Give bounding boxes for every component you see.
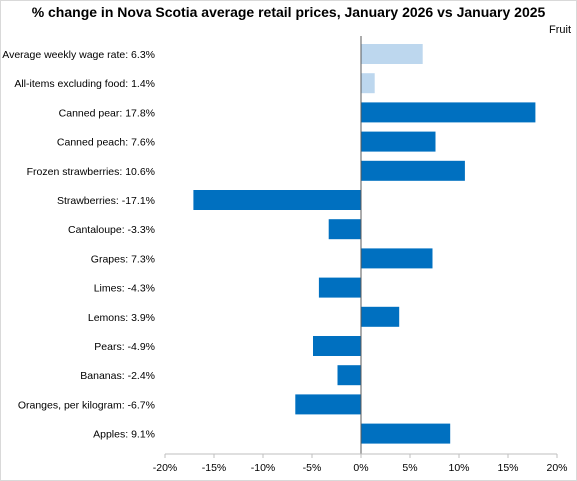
bar xyxy=(361,248,433,269)
x-tick-label: -10% xyxy=(251,462,276,474)
category-label: Bananas: -2.4% xyxy=(80,370,155,382)
x-tick-label: -15% xyxy=(202,462,227,474)
category-label: Average weekly wage rate: 6.3% xyxy=(2,49,155,61)
category-label: Strawberries: -17.1% xyxy=(57,195,155,207)
category-label: Canned pear: 17.8% xyxy=(59,107,155,119)
x-tick-label: 15% xyxy=(497,462,518,474)
bar xyxy=(328,219,361,240)
bar xyxy=(361,160,465,181)
bar xyxy=(295,394,361,415)
category-label: Lemons: 3.9% xyxy=(88,312,155,324)
category-label: Apples: 9.1% xyxy=(93,429,155,441)
bar xyxy=(361,131,436,152)
bar xyxy=(193,190,361,210)
bar xyxy=(313,336,361,356)
bar xyxy=(337,365,361,386)
bar xyxy=(361,423,451,444)
x-tick-label: 0% xyxy=(353,462,368,474)
bar xyxy=(361,102,536,123)
category-label: All-items excluding food: 1.4% xyxy=(14,78,155,90)
x-tick-label: -5% xyxy=(303,462,322,474)
category-label: Canned peach: 7.6% xyxy=(57,137,155,149)
category-label: Pears: -4.9% xyxy=(94,341,155,353)
bar xyxy=(361,44,423,64)
category-label: Limes: -4.3% xyxy=(94,283,155,295)
bar xyxy=(361,306,400,327)
category-label: Grapes: 7.3% xyxy=(91,253,155,265)
x-tick-label: 10% xyxy=(448,462,469,474)
x-tick-label: 5% xyxy=(402,462,417,474)
bar xyxy=(318,277,361,298)
x-tick-label: 20% xyxy=(546,462,567,474)
bar xyxy=(361,73,375,94)
chart-title: % change in Nova Scotia average retail p… xyxy=(31,4,546,20)
category-label: Oranges, per kilogram: -6.7% xyxy=(18,399,155,411)
bars-group xyxy=(193,44,536,444)
x-axis: -20% -15% -10% -5% 0% 5% 10% 15% 20% xyxy=(153,36,568,474)
x-tick-label: -20% xyxy=(153,462,178,474)
category-label: Frozen strawberries: 10.6% xyxy=(27,166,155,178)
category-label: Cantaloupe: -3.3% xyxy=(68,224,155,236)
chart-subtitle: Fruit xyxy=(549,24,571,36)
category-labels-group: Average weekly wage rate: 6.3% All-items … xyxy=(2,49,155,441)
